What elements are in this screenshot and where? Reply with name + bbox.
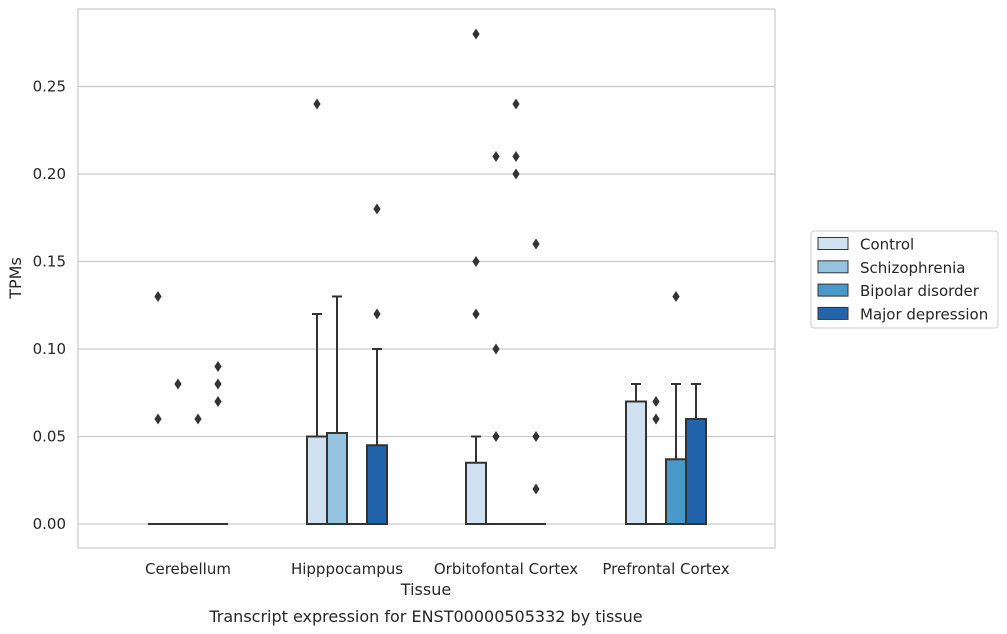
outlier-point [313,98,321,110]
legend-swatch [817,306,849,320]
outlier-point [174,378,182,390]
y-tick-label: 0.05 [33,428,66,446]
y-tick-labels: 0.00 0.05 0.10 0.15 0.20 0.25 [33,78,66,534]
outlier-point [472,256,480,267]
plot-area [78,9,775,548]
outlier-point [652,413,660,425]
outlier-point [532,431,540,442]
outlier-point [154,291,162,302]
outlier-point [214,396,222,407]
legend-label: Schizophrenia [860,259,965,277]
outlier-point [472,308,480,320]
outlier-point [652,396,660,407]
plot-frame [77,8,776,549]
legend-frame [810,230,999,329]
y-tick-label: 0.00 [33,515,66,533]
legend: Control Schizophrenia Bipolar disorder Majo… [810,230,999,329]
outlier-point [373,308,381,320]
x-tick-label: Hipppocampus [291,560,403,578]
chart-caption: Transcript expression for ENST0000050533… [208,607,642,626]
outlier-point [214,378,222,390]
box-marks [148,28,707,525]
outlier-point [373,203,381,215]
box [366,444,388,525]
legend-label: Major depression [860,305,988,323]
box [625,400,647,525]
x-axis-label: Tissue [400,580,451,599]
legend-swatch [817,260,849,274]
box [306,435,328,525]
outlier-point [512,168,520,180]
y-tick-label: 0.10 [33,340,66,358]
y-tick-label: 0.20 [33,165,66,183]
outlier-point [472,28,480,40]
box [665,458,687,525]
legend-swatch [817,237,849,250]
box [685,418,707,525]
outlier-point [194,413,202,425]
outlier-point [512,98,520,110]
y-tick-label: 0.25 [33,78,66,96]
outlier-point [512,151,520,162]
legend-swatch [817,283,849,297]
outlier-point [492,431,500,442]
outlier-point [214,361,222,372]
y-tick-label: 0.15 [33,253,66,271]
y-axis-label: TPMs [6,257,25,300]
outlier-point [492,151,500,162]
outlier-point [154,413,162,425]
legend-label: Bipolar disorder [860,282,980,300]
box [465,461,487,525]
x-tick-label: Cerebellum [145,560,231,578]
x-tick-label: Orbitofontal Cortex [434,560,578,578]
outlier-point [532,238,540,250]
outlier-point [532,483,540,495]
box [326,432,348,525]
x-tick-labels: Cerebellum Hipppocampus Orbitofontal Corte… [145,560,730,578]
outlier-point [672,291,680,302]
x-tick-label: Prefrontal Cortex [602,560,729,578]
legend-label: Control [860,236,914,254]
outlier-point [492,343,500,355]
